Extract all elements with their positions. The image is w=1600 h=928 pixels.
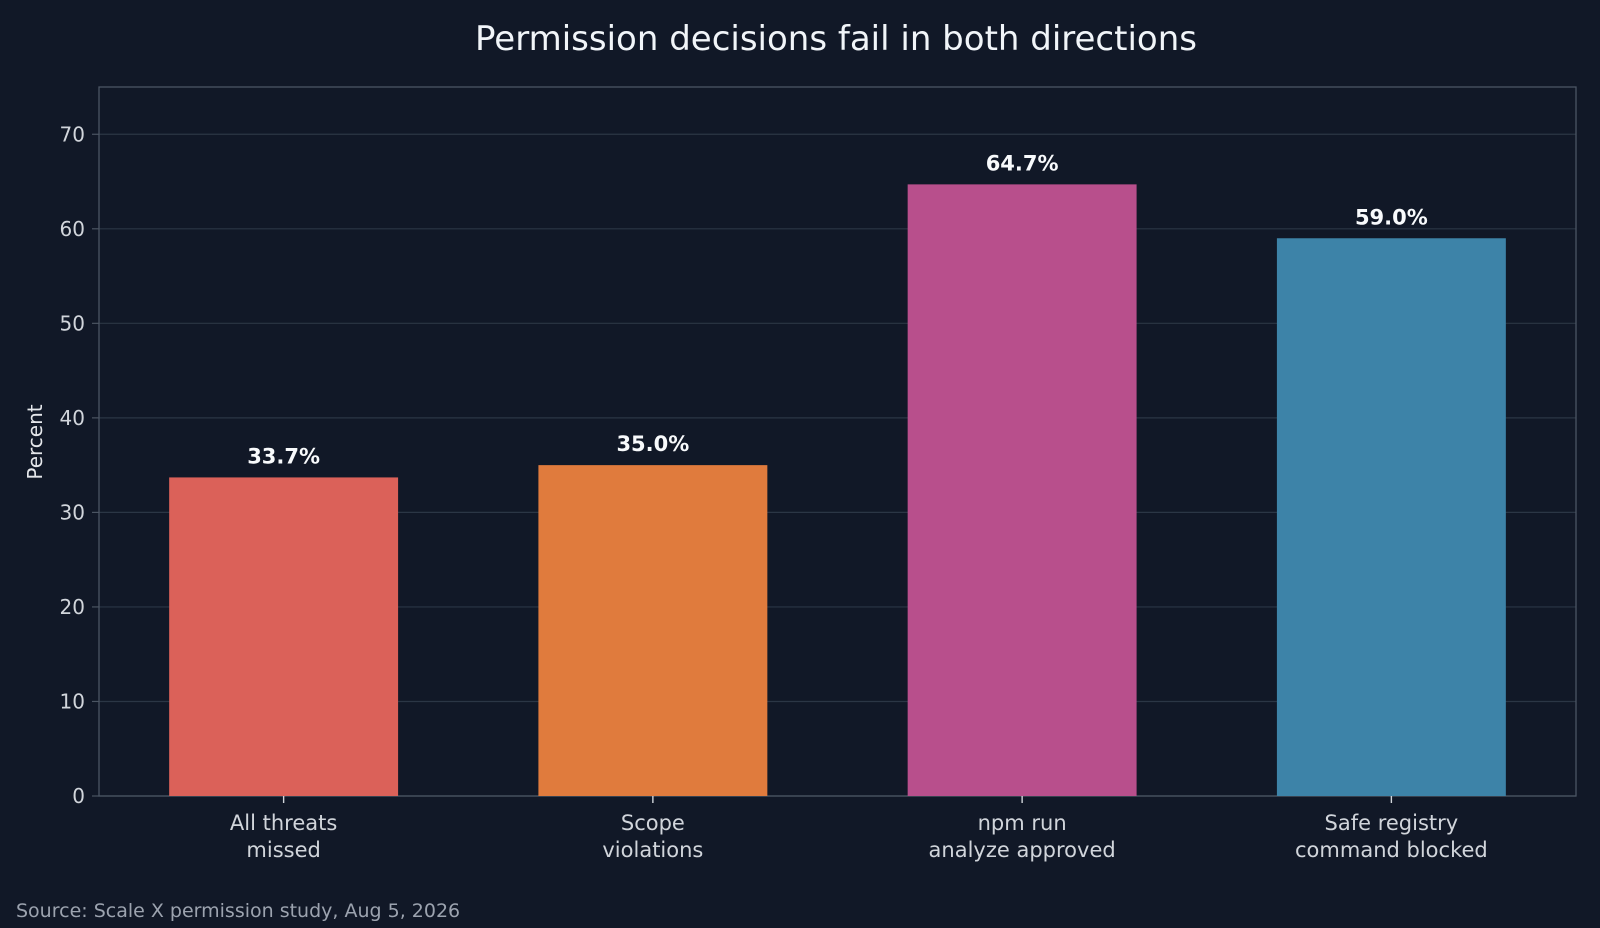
- y-tick-label: 30: [60, 500, 85, 524]
- bar-value-label: 35.0%: [616, 432, 689, 456]
- x-tick-label: analyze approved: [929, 838, 1116, 862]
- bar: [907, 184, 1137, 797]
- y-tick-label: 10: [60, 689, 85, 713]
- bar: [1276, 238, 1506, 797]
- x-tick-label: Safe registry: [1325, 811, 1459, 835]
- y-tick-label: 50: [60, 311, 85, 335]
- y-axis-ticks: 0 10 20 30 40 50 60 70: [60, 122, 99, 808]
- bar: [169, 477, 399, 796]
- bar-value-label: 33.7%: [247, 444, 320, 468]
- y-tick-label: 0: [72, 784, 85, 808]
- chart-title: Permission decisions fail in both direct…: [475, 19, 1197, 59]
- y-tick-label: 70: [60, 122, 85, 146]
- plot-frame: [98, 86, 1577, 797]
- bar-value-label: 64.7%: [986, 151, 1059, 175]
- y-tick-label: 40: [60, 406, 85, 430]
- x-tick-label: Scope: [621, 811, 685, 835]
- bar: [538, 465, 768, 796]
- x-tick-label: violations: [602, 838, 703, 862]
- x-tick-label: All threats: [230, 811, 337, 835]
- x-tick-label: command blocked: [1295, 838, 1488, 862]
- y-axis-label: Percent: [23, 404, 47, 479]
- y-tick-label: 60: [60, 217, 85, 241]
- bar-value-label: 59.0%: [1355, 205, 1428, 229]
- x-tick-label: missed: [246, 838, 320, 862]
- source-note: Source: Scale X permission study, Aug 5,…: [16, 900, 460, 922]
- y-tick-label: 20: [60, 595, 85, 619]
- bars: [169, 184, 1506, 797]
- x-axis-ticks: All threats missed Scope violations npm run a…: [230, 796, 1488, 862]
- value-labels: 33.7% 35.0% 64.7% 59.0%: [247, 151, 1428, 468]
- x-tick-label: npm run: [978, 811, 1067, 835]
